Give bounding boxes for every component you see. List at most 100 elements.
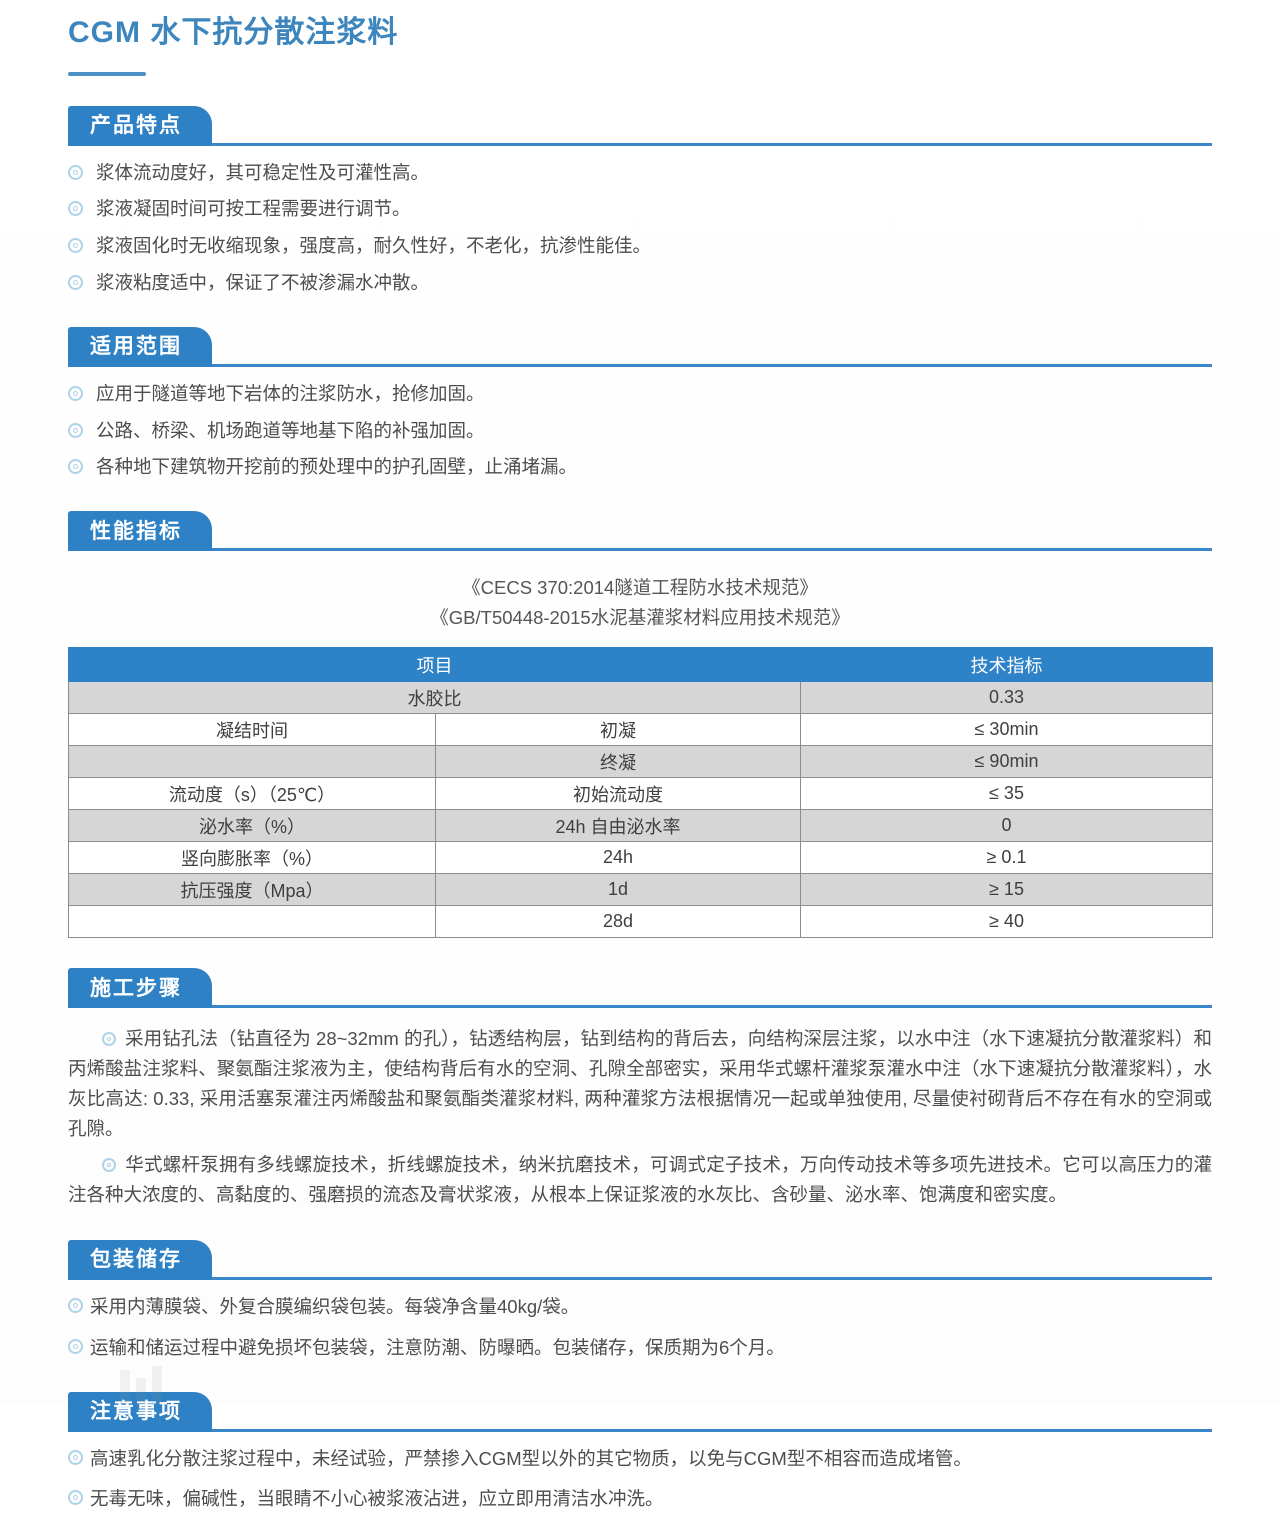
- banner-rule: [68, 142, 1212, 146]
- list-item: 采用内薄膜袋、外复合膜编织袋包装。每袋净含量40kg/袋。: [68, 1294, 1212, 1321]
- spec-table: 项目 技术指标 水胶比 0.33 凝结时间 初凝 ≤ 30min 终凝 ≤ 90…: [68, 647, 1213, 939]
- list-item: 高速乳化分散注浆过程中，未经试验，严禁掺入CGM型以外的其它物质，以免与CGM型…: [68, 1446, 1212, 1473]
- table-cell-item: [68, 745, 436, 779]
- list-item: 各种地下建筑物开挖前的预处理中的护孔固壁，止涌堵漏。: [68, 454, 1212, 481]
- features-list: 浆体流动度好，其可稳定性及可灌性高。 浆液凝固时间可按工程需要进行调节。 浆液固…: [68, 160, 1212, 297]
- table-cell-sub: 终凝: [435, 745, 801, 779]
- table-cell-value: 0: [800, 809, 1213, 843]
- banner-tab: 性能指标: [68, 511, 212, 552]
- table-cell-value: ≤ 90min: [800, 745, 1213, 779]
- standards-references: 《CECS 370:2014隧道工程防水技术规范》 《GB/T50448-201…: [68, 573, 1212, 633]
- list-item-text: 采用内薄膜袋、外复合膜编织袋包装。每袋净含量40kg/袋。: [90, 1295, 580, 1317]
- section-banner: 适用范围: [68, 326, 1212, 367]
- section-banner: 施工步骤: [68, 968, 1212, 1009]
- title-underline: [68, 71, 146, 76]
- banner-rule: [68, 1005, 1212, 1009]
- table-row: 抗压强度（Mpa） 1d ≥ 15: [68, 873, 1213, 907]
- table-cell-value: ≥ 40: [800, 905, 1213, 939]
- table-row: 凝结时间 初凝 ≤ 30min: [68, 713, 1213, 747]
- list-item-text: 运输和储运过程中避免损坏包装袋，注意防潮、防曝晒。包装储存，保质期为6个月。: [90, 1336, 785, 1358]
- ring-bullet-icon: [68, 385, 83, 401]
- ring-bullet-icon: [68, 1449, 83, 1465]
- ring-bullet-icon: [68, 422, 83, 438]
- list-item: 浆体流动度好，其可稳定性及可灌性高。: [68, 160, 1212, 187]
- list-item: 无毒无味，偏碱性，当眼睛不小心被浆液沾进，应立即用清洁水冲洗。: [68, 1486, 1212, 1513]
- banner-rule: [68, 1276, 1212, 1280]
- table-row: 终凝 ≤ 90min: [68, 745, 1213, 779]
- table-cell-value: ≤ 35: [800, 777, 1213, 811]
- section-features: 产品特点 浆体流动度好，其可稳定性及可灌性高。 浆液凝固时间可按工程需要进行调节…: [68, 105, 1212, 297]
- banner-tab: 适用范围: [68, 326, 212, 367]
- table-cell-sub: 初始流动度: [435, 777, 801, 811]
- section-banner: 注意事项: [68, 1391, 1212, 1432]
- table-cell-item: 凝结时间: [68, 713, 436, 747]
- table-cell-item: [68, 905, 436, 939]
- table-cell-sub: 1d: [435, 873, 801, 907]
- list-item-text: 浆液粘度适中，保证了不被渗漏水冲散。: [96, 271, 430, 293]
- section-heading-performance: 性能指标: [90, 519, 182, 543]
- ring-bullet-icon: [68, 238, 83, 254]
- ring-bullet-icon: [102, 1032, 116, 1047]
- table-cell-value: 0.33: [800, 681, 1213, 715]
- packaging-list: 采用内薄膜袋、外复合膜编织袋包装。每袋净含量40kg/袋。 运输和储运过程中避免…: [68, 1294, 1212, 1362]
- section-notes: 注意事项 高速乳化分散注浆过程中，未经试验，严禁掺入CGM型以外的其它物质，以免…: [68, 1391, 1212, 1513]
- table-row: 28d ≥ 40: [68, 905, 1213, 939]
- ring-bullet-icon: [68, 1338, 83, 1354]
- scope-list: 应用于隧道等地下岩体的注浆防水，抢修加固。 公路、桥梁、机场跑道等地基下陷的补强…: [68, 381, 1212, 481]
- table-row: 水胶比 0.33: [68, 681, 1213, 715]
- ring-bullet-icon: [68, 1490, 83, 1506]
- banner-rule: [68, 363, 1212, 367]
- page-title: CGM 水下抗分散注浆料: [68, 16, 399, 49]
- section-packaging: 包装储存 采用内薄膜袋、外复合膜编织袋包装。每袋净含量40kg/袋。 运输和储运…: [68, 1239, 1212, 1362]
- table-cell-sub: 28d: [435, 905, 801, 939]
- section-banner: 产品特点: [68, 105, 1212, 146]
- section-scope: 适用范围 应用于隧道等地下岩体的注浆防水，抢修加固。 公路、桥梁、机场跑道等地基…: [68, 326, 1212, 481]
- paragraph-text: 采用钻孔法（钻直径为 28~32mm 的孔），钻透结构层，钻到结构的背后去，向结…: [68, 1028, 1212, 1140]
- list-item-text: 浆液固化时无收缩现象，强度高，耐久性好，不老化，抗渗性能佳。: [96, 235, 652, 257]
- banner-tab: 注意事项: [68, 1391, 212, 1432]
- list-item: 浆液固化时无收缩现象，强度高，耐久性好，不老化，抗渗性能佳。: [68, 233, 1212, 260]
- list-item-text: 高速乳化分散注浆过程中，未经试验，严禁掺入CGM型以外的其它物质，以免与CGM型…: [90, 1447, 972, 1469]
- table-header-metric: 技术指标: [800, 647, 1213, 683]
- banner-tab: 产品特点: [68, 105, 212, 146]
- banner-rule: [68, 548, 1212, 552]
- table-cell-item: 流动度（s）（25℃）: [68, 777, 436, 811]
- section-banner: 包装储存: [68, 1239, 1212, 1280]
- table-cell-sub: 24h 自由泌水率: [435, 809, 801, 843]
- table-cell-value: ≥ 15: [800, 873, 1213, 907]
- list-item: 公路、桥梁、机场跑道等地基下陷的补强加固。: [68, 418, 1212, 445]
- standard-reference: 《CECS 370:2014隧道工程防水技术规范》: [462, 577, 818, 599]
- table-cell-value: ≤ 30min: [800, 713, 1213, 747]
- table-cell-value: ≥ 0.1: [800, 841, 1213, 875]
- paragraph: 华式螺杆泵拥有多线螺旋技术，折线螺旋技术，纳米抗磨技术，可调式定子技术，万向传动…: [68, 1150, 1212, 1210]
- table-header-row: 项目 技术指标: [68, 647, 1213, 683]
- section-performance: 性能指标 《CECS 370:2014隧道工程防水技术规范》 《GB/T5044…: [68, 511, 1213, 939]
- banner-rule: [68, 1428, 1212, 1432]
- paragraph-text: 华式螺杆泵拥有多线螺旋技术，折线螺旋技术，纳米抗磨技术，可调式定子技术，万向传动…: [68, 1154, 1212, 1205]
- ring-bullet-icon: [68, 459, 83, 475]
- list-item-text: 公路、桥梁、机场跑道等地基下陷的补强加固。: [96, 419, 485, 441]
- list-item: 浆液粘度适中，保证了不被渗漏水冲散。: [68, 270, 1212, 297]
- list-item: 运输和储运过程中避免损坏包装袋，注意防潮、防曝晒。包装储存，保质期为6个月。: [68, 1335, 1212, 1362]
- table-cell-sub: 初凝: [435, 713, 801, 747]
- construction-paragraphs: 采用钻孔法（钻直径为 28~32mm 的孔），钻透结构层，钻到结构的背后去，向结…: [68, 1024, 1212, 1210]
- section-heading-features: 产品特点: [90, 114, 182, 137]
- table-cell-sub: 24h: [435, 841, 801, 875]
- table-cell-item: 竖向膨胀率（%）: [68, 841, 436, 875]
- table-row: 竖向膨胀率（%） 24h ≥ 0.1: [68, 841, 1213, 875]
- table-row: 流动度（s）（25℃） 初始流动度 ≤ 35: [68, 777, 1213, 811]
- table-header-item: 项目: [68, 647, 801, 683]
- ring-bullet-icon: [68, 274, 83, 290]
- table-row: 泌水率（%） 24h 自由泌水率 0: [68, 809, 1213, 843]
- table-cell-item: 抗压强度（Mpa）: [68, 873, 436, 907]
- notes-list: 高速乳化分散注浆过程中，未经试验，严禁掺入CGM型以外的其它物质，以免与CGM型…: [68, 1446, 1212, 1513]
- section-heading-packaging: 包装储存: [90, 1248, 182, 1272]
- banner-tab: 包装储存: [68, 1239, 212, 1280]
- section-heading-construction: 施工步骤: [90, 976, 182, 1000]
- section-construction: 施工步骤 采用钻孔法（钻直径为 28~32mm 的孔），钻透结构层，钻到结构的背…: [68, 968, 1212, 1210]
- list-item: 浆液凝固时间可按工程需要进行调节。: [68, 196, 1212, 223]
- paragraph: 采用钻孔法（钻直径为 28~32mm 的孔），钻透结构层，钻到结构的背后去，向结…: [68, 1024, 1212, 1144]
- ring-bullet-icon: [68, 201, 83, 217]
- ring-bullet-icon: [68, 164, 83, 180]
